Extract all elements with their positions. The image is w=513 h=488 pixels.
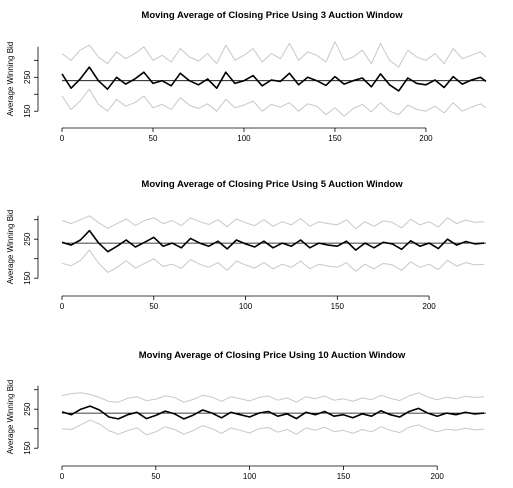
x-tick-label: 50	[149, 302, 158, 311]
x-tick-label: 200	[422, 302, 436, 311]
y-tick-label: 250	[23, 402, 32, 416]
x-tick-label: 150	[331, 302, 345, 311]
chart-title: Moving Average of Closing Price Using 10…	[139, 350, 406, 361]
upper-band-line	[61, 41, 487, 68]
chart-panel-2: Moving Average of Closing Price Using 5 …	[6, 179, 486, 311]
x-tick-label: 100	[237, 134, 251, 143]
moving-average-line	[61, 405, 485, 420]
x-tick-label: 50	[149, 134, 158, 143]
y-tick-label: 150	[23, 104, 32, 118]
y-axis-label: Average Winning Bid	[6, 380, 15, 455]
chart-panel-1: Moving Average of Closing Price Using 3 …	[6, 10, 487, 143]
y-tick-label: 150	[23, 271, 32, 285]
upper-band-line	[61, 392, 485, 403]
y-tick-label: 250	[23, 232, 32, 246]
x-tick-label: 150	[337, 472, 351, 481]
chart-title: Moving Average of Closing Price Using 5 …	[141, 179, 403, 190]
x-tick-label: 100	[239, 302, 253, 311]
x-tick-label: 50	[151, 472, 160, 481]
moving-average-line	[61, 66, 487, 92]
y-tick-label: 150	[23, 441, 32, 455]
y-axis-label: Average Winning Bid	[6, 42, 15, 117]
y-axis-label: Average Winning Bid	[6, 210, 15, 285]
lower-band-line	[61, 88, 487, 117]
chart-panel-3: Moving Average of Closing Price Using 10…	[6, 350, 486, 481]
x-tick-label: 0	[60, 472, 65, 481]
moving-average-line	[61, 229, 485, 253]
y-tick-label: 250	[23, 70, 32, 84]
lower-band-line	[61, 249, 485, 273]
x-tick-label: 0	[60, 134, 65, 143]
chart-title: Moving Average of Closing Price Using 3 …	[141, 10, 403, 21]
lower-band-line	[61, 419, 485, 436]
x-tick-label: 0	[60, 302, 65, 311]
x-tick-label: 200	[419, 134, 433, 143]
x-tick-label: 200	[431, 472, 445, 481]
x-tick-label: 150	[328, 134, 342, 143]
x-tick-label: 100	[243, 472, 257, 481]
upper-band-line	[61, 215, 485, 230]
